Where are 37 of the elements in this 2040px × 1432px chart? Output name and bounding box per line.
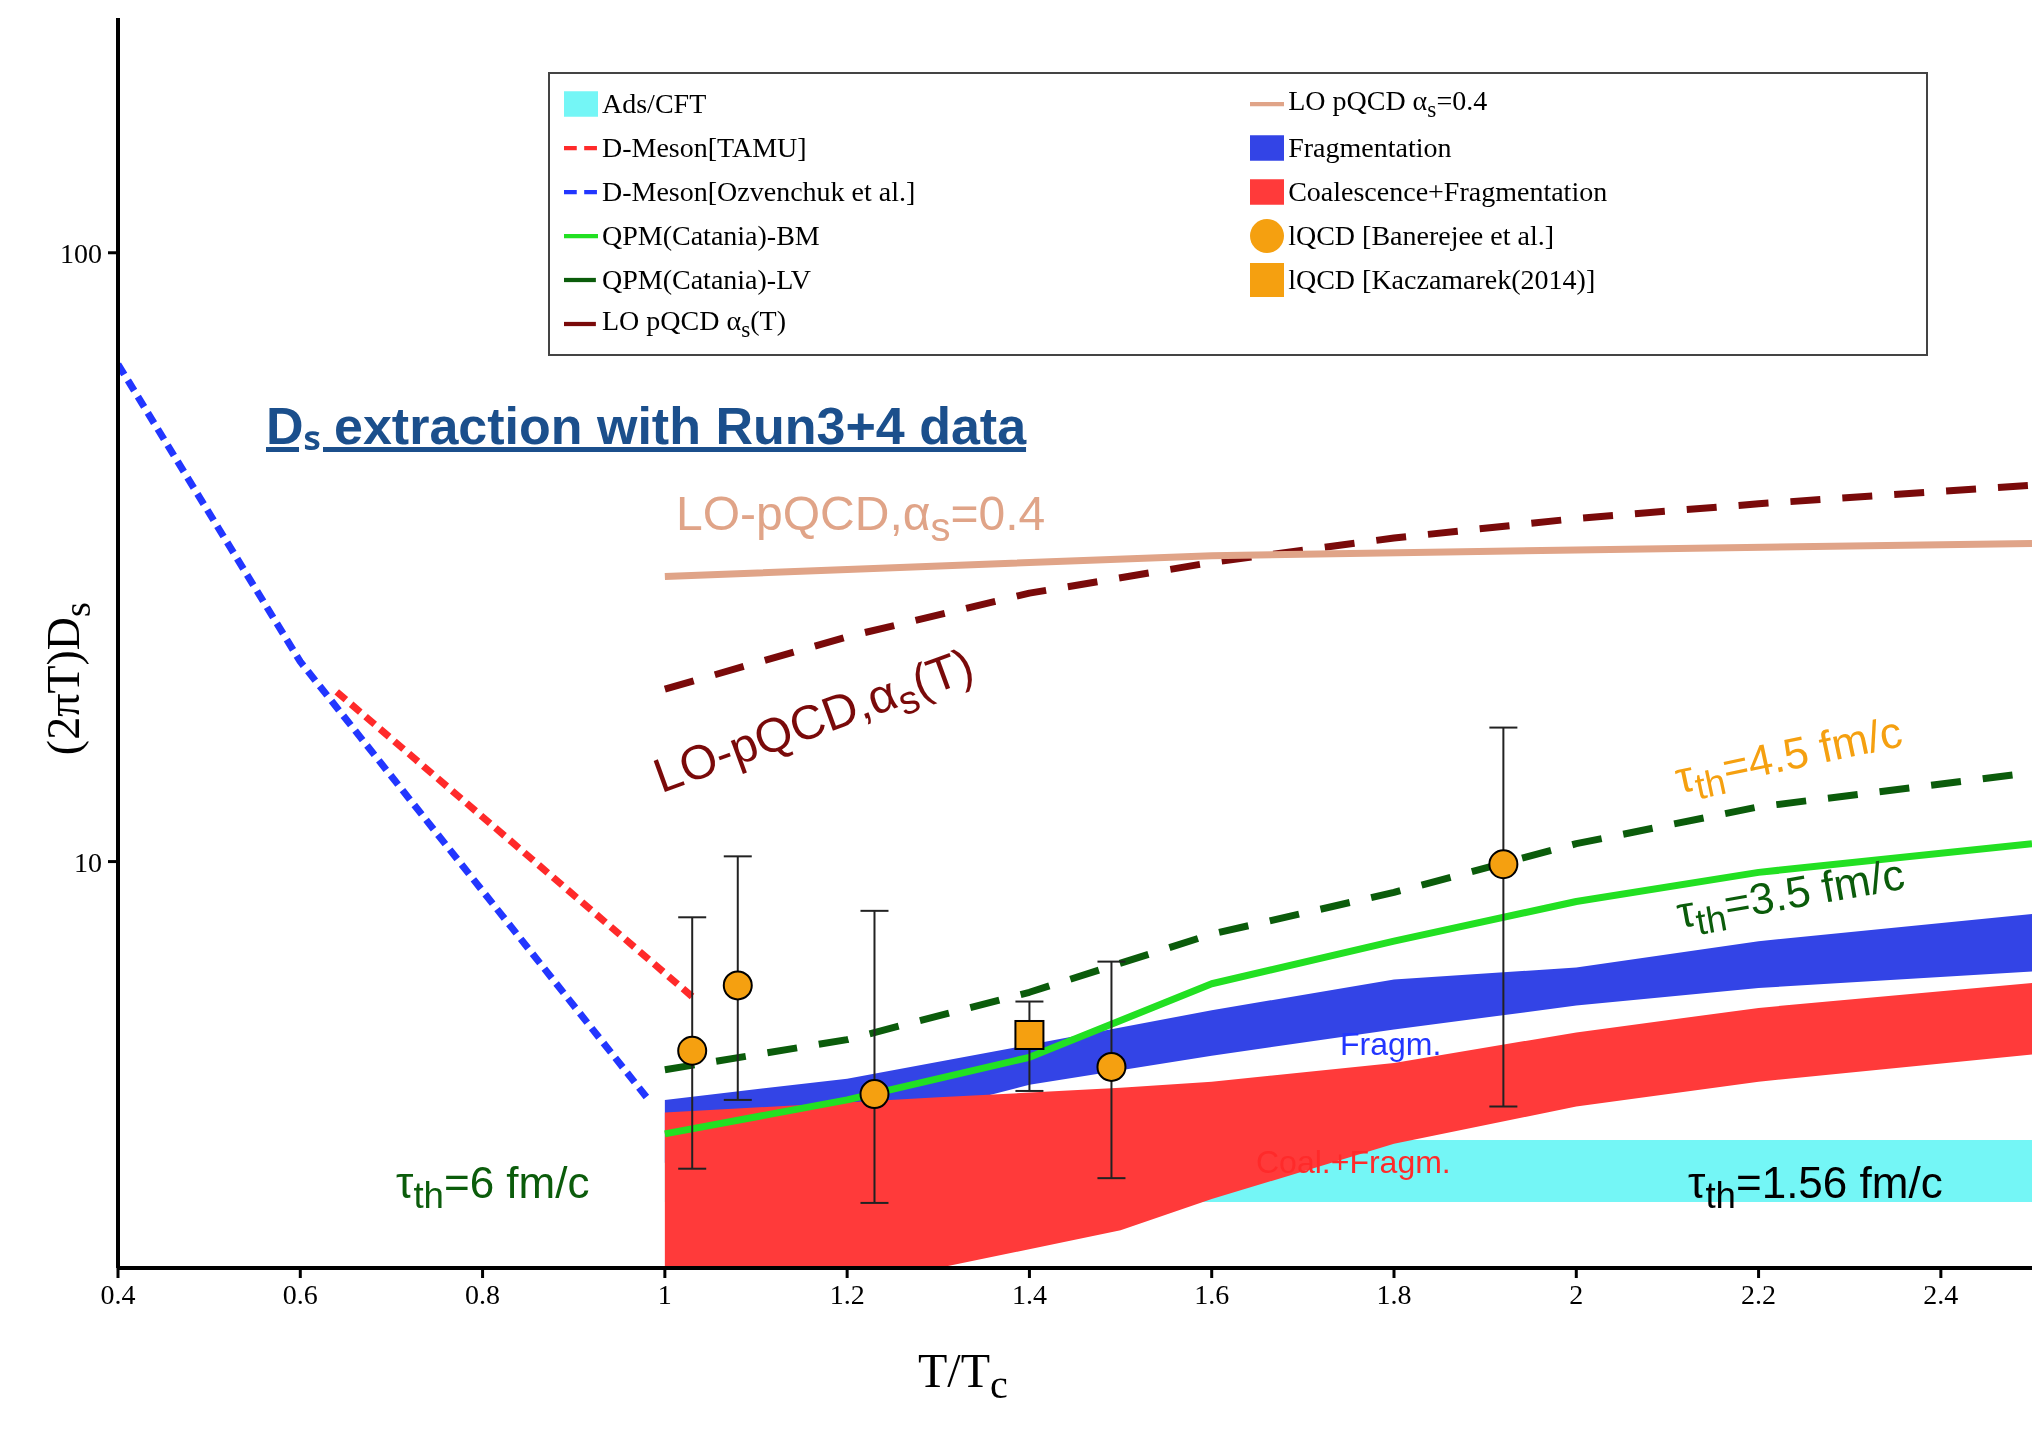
x-tick-label: 0.8 bbox=[465, 1278, 501, 1310]
x-axis-title: T/T$_{c}$ bbox=[918, 1343, 1008, 1408]
y-tick-label: 10 bbox=[74, 846, 102, 878]
point bbox=[1096, 1051, 1127, 1082]
legend-label: lQCD [Kaczamarek(2014)] bbox=[1288, 264, 1596, 295]
legend-label: Ads/CFT bbox=[602, 88, 707, 119]
x-tick-label: 1 bbox=[657, 1278, 672, 1310]
legend-label: Coalescence+Fragmentation bbox=[1288, 176, 1608, 207]
point bbox=[859, 1079, 890, 1110]
x-tick-label: 0.4 bbox=[100, 1278, 136, 1310]
x-tick-label: 1.8 bbox=[1376, 1278, 1412, 1310]
x-tick-label: 1.6 bbox=[1194, 1278, 1230, 1310]
annotation: LO-pQCD,α$_{s}$=0.4 bbox=[676, 486, 1046, 550]
annotation: τ$_{th}$=6 fm/c bbox=[396, 1158, 590, 1217]
annotation: Dₛ extraction with Run3+4 data bbox=[266, 396, 1027, 457]
annotation: Fragm. bbox=[1340, 1026, 1442, 1063]
legend-label: Fragmentation bbox=[1288, 132, 1452, 163]
x-tick-label: 0.6 bbox=[282, 1278, 318, 1310]
x-tick-label: 2.4 bbox=[1923, 1278, 1959, 1310]
x-tick-label: 1.4 bbox=[1011, 1278, 1047, 1310]
legend-label: D-Meson[Ozvenchuk et al.] bbox=[602, 176, 916, 207]
x-tick-label: 2.2 bbox=[1741, 1278, 1777, 1310]
legend-label: QPM(Catania)-LV bbox=[602, 264, 811, 295]
legend-label: QPM(Catania)-BM bbox=[602, 220, 820, 251]
legend-label: lQCD [Banerejee et al.] bbox=[1288, 220, 1555, 251]
annotation: τ$_{th}$=4.5 fm/c bbox=[1670, 706, 1908, 810]
legend-label: LO pQCD α$_{s}$=0.4 bbox=[1288, 85, 1488, 122]
legend-label: LO pQCD α$_{s}$(T) bbox=[602, 305, 786, 342]
legend-label: D-Meson[TAMU] bbox=[602, 132, 807, 163]
point bbox=[1488, 849, 1519, 880]
y-tick-label: 100 bbox=[60, 237, 102, 269]
x-tick-label: 2 bbox=[1569, 1278, 1584, 1310]
annotation: τ$_{th}$=3.5 fm/c bbox=[1672, 848, 1909, 945]
point bbox=[722, 970, 753, 1001]
point bbox=[1014, 1019, 1045, 1050]
point bbox=[677, 1035, 708, 1066]
x-tick-label: 1.2 bbox=[829, 1278, 865, 1310]
